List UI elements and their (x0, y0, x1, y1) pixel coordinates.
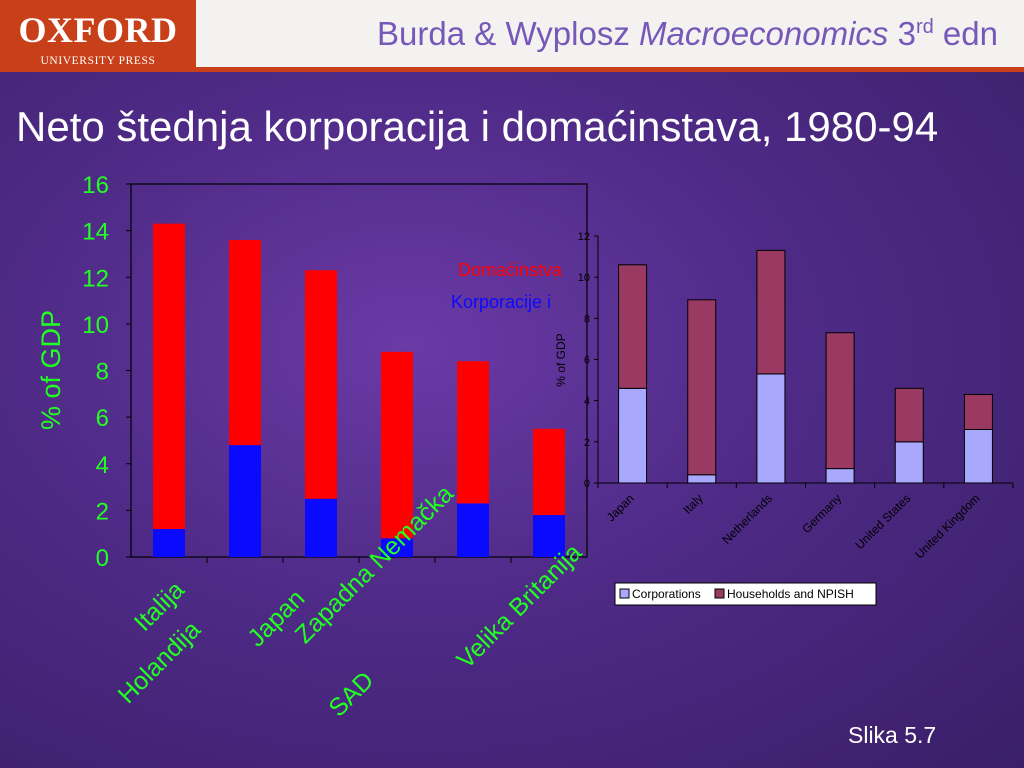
left-ytick-label: 4 (96, 452, 109, 479)
right-category-label: Italy (680, 491, 705, 516)
left-ytick-label: 10 (82, 312, 109, 339)
left-category-label: Holandija (113, 616, 207, 710)
edition-number: 3 (888, 15, 916, 52)
right-bar-corporations (825, 468, 855, 484)
right-ytick-label: 12 (578, 231, 590, 243)
right-bar-households (963, 393, 993, 430)
slide-title: Neto štednja korporacija i domaćinstava,… (16, 103, 939, 150)
book-title: Burda & Wyplosz Macroeconomics 3rd edn (377, 15, 998, 53)
right-legend-swatch-corporations (619, 588, 630, 599)
right-bar-corporations (894, 441, 924, 484)
logo-sub-text: UNIVERSITY PRESS (40, 55, 156, 67)
right-category-label: United States (853, 491, 914, 552)
left-ytick-label: 0 (96, 545, 109, 572)
right-legend-households: Households and NPISH (727, 587, 854, 601)
right-ytick-label: 2 (584, 437, 590, 449)
left-ytick-label: 12 (82, 265, 109, 292)
logo-main-text: OXFORD (18, 10, 178, 50)
right-bar-corporations (963, 428, 993, 484)
left-bar-corporations (457, 503, 489, 557)
left-bar-households (381, 351, 413, 539)
right-ytick-label: 8 (584, 313, 590, 325)
right-bar-corporations (618, 387, 648, 484)
left-ytick-label: 16 (82, 172, 109, 199)
right-bar-households (825, 332, 855, 470)
right-bar-households (687, 299, 717, 476)
left-bar-corporations (229, 445, 261, 557)
right-bar-households (756, 249, 786, 375)
right-bar-corporations (756, 373, 786, 484)
left-bar-households (229, 239, 261, 446)
right-category-label: Netherlands (719, 491, 775, 547)
edition-word: edn (933, 15, 998, 52)
left-legend-corporations: Korporacije i (451, 292, 551, 312)
left-bar-households (457, 361, 489, 504)
right-y-axis-label: % of GDP (554, 333, 568, 386)
book-authors: Burda & Wyplosz (377, 15, 640, 52)
left-legend-households: Domaćinstva (458, 260, 563, 280)
right-bar-households (894, 387, 924, 443)
left-bar-households (533, 428, 565, 516)
left-category-label: SAD (323, 666, 379, 722)
right-ytick-label: 0 (584, 478, 590, 490)
left-bar-corporations (381, 538, 413, 557)
right-legend-corporations: Corporations (632, 587, 701, 601)
right-legend-swatch-households (714, 588, 725, 599)
left-ytick-label: 14 (82, 219, 109, 246)
right-category-label: Germany (799, 491, 844, 536)
right-ytick-label: 10 (578, 272, 590, 284)
figure-caption: Slika 5.7 (848, 722, 937, 748)
right-ytick-label: 6 (584, 355, 590, 367)
left-bar-corporations (533, 515, 565, 557)
right-category-label: Japan (604, 491, 637, 524)
left-ytick-label: 6 (96, 405, 109, 432)
left-bar-corporations (305, 498, 337, 557)
right-category-label: United Kingdom (912, 491, 982, 561)
right-bar-corporations (687, 474, 717, 484)
right-legend-box (614, 582, 877, 606)
header-rule (0, 67, 1024, 72)
left-y-axis-label: % of GDP (36, 310, 66, 430)
left-ytick-label: 8 (96, 359, 109, 386)
oxford-logo: OXFORD UNIVERSITY PRESS (0, 0, 196, 72)
left-bar-households (153, 223, 185, 530)
edition-suffix: rd (915, 16, 934, 38)
left-plot-frame (130, 183, 588, 558)
left-ytick-label: 2 (96, 498, 109, 525)
right-ytick-label: 4 (584, 396, 590, 408)
left-bar-households (305, 270, 337, 499)
left-bar-corporations (153, 529, 185, 557)
right-bar-households (618, 264, 648, 389)
left-category-label: Velika Britanija (451, 538, 587, 674)
book-name: Macroeconomics (639, 15, 889, 52)
